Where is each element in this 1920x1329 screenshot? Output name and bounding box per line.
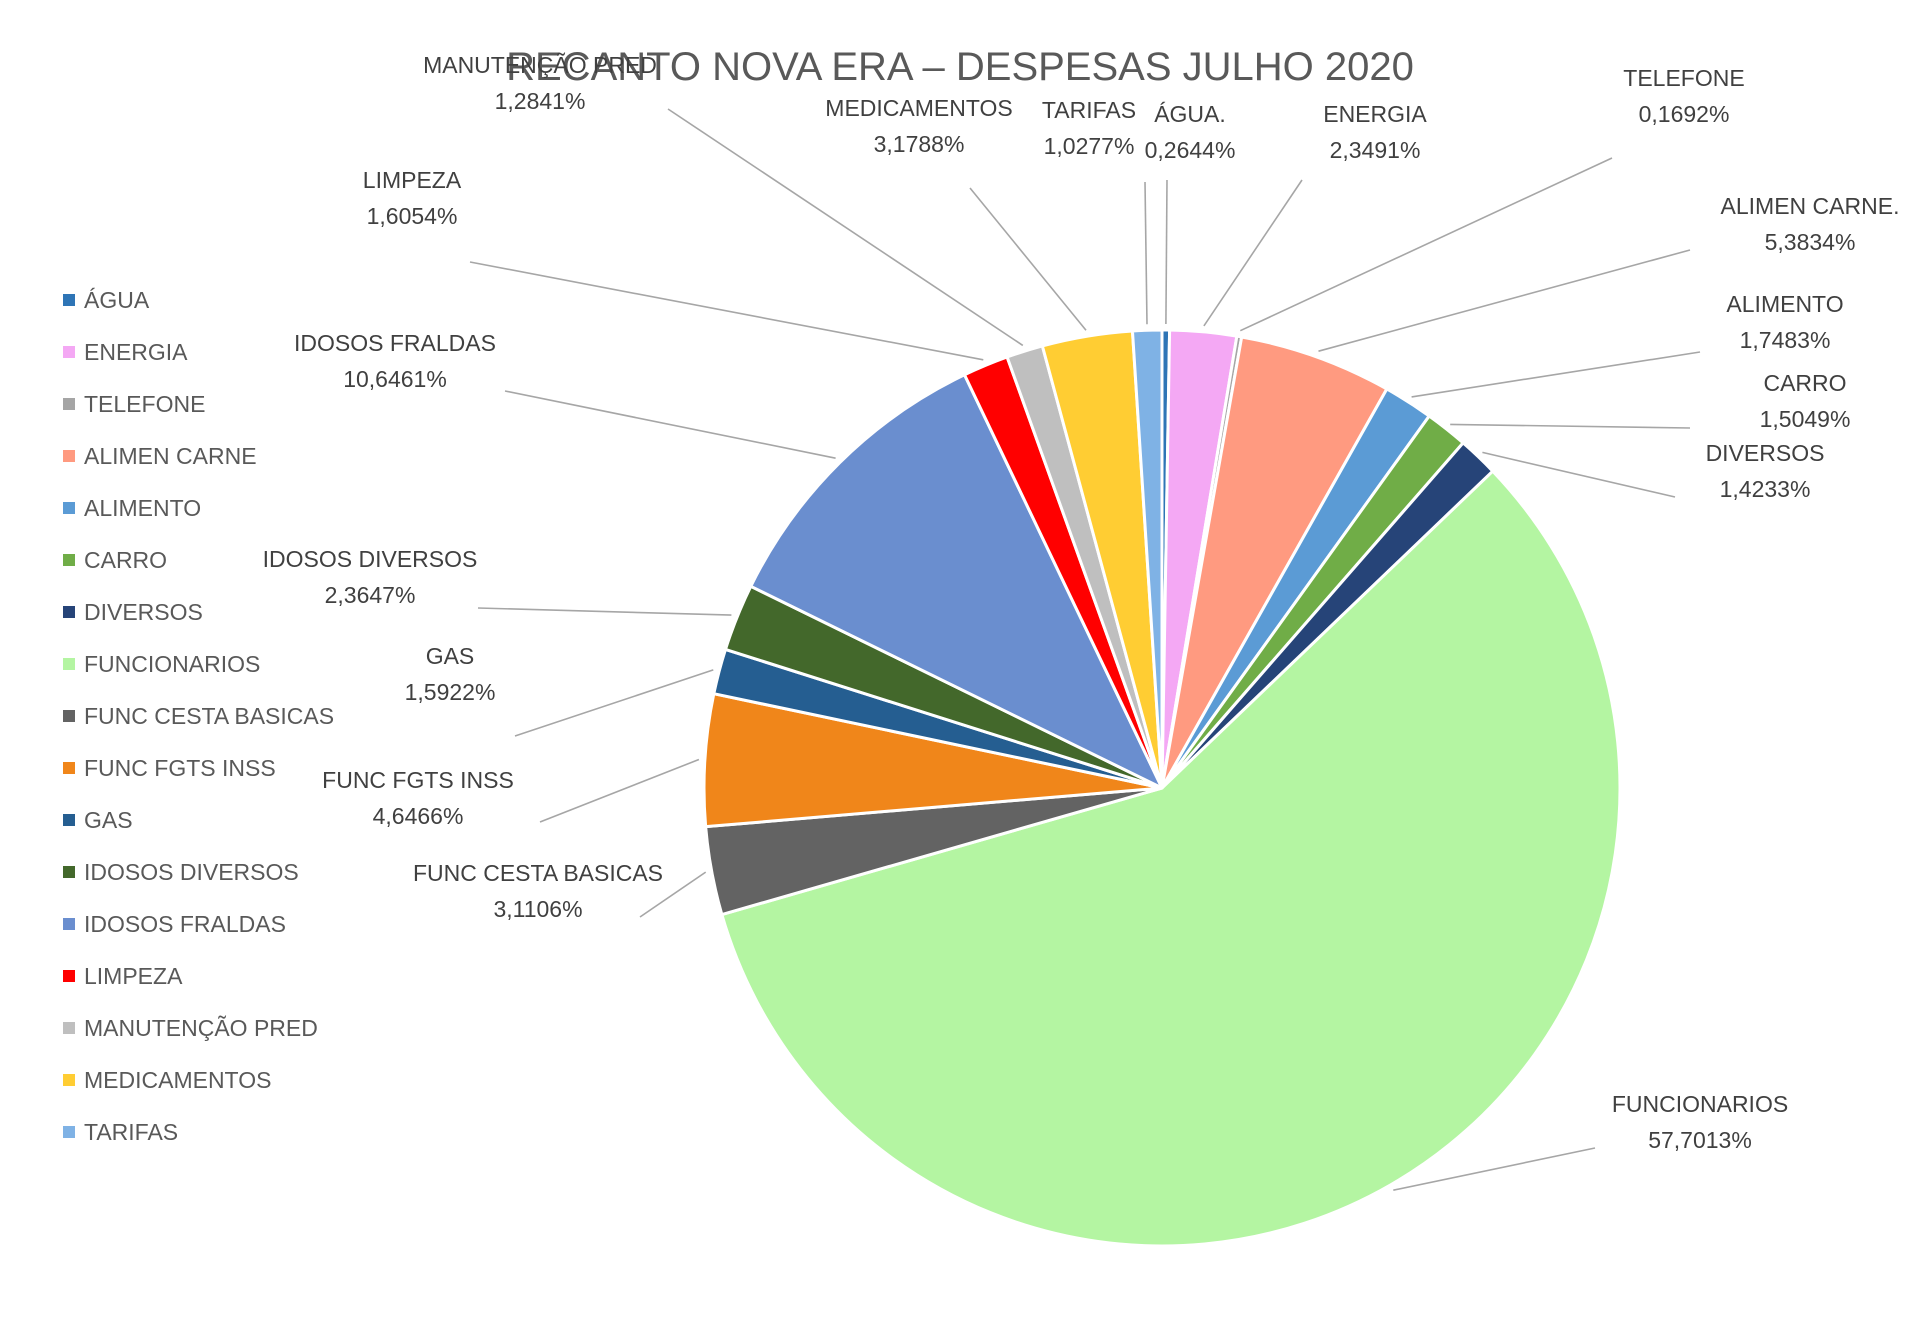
data-label-category-idosos-diversos: IDOSOS DIVERSOS — [263, 546, 478, 572]
data-label-percent-energia: 2,3491% — [1330, 137, 1421, 163]
data-label-category-agua: ÁGUA. — [1154, 101, 1226, 127]
legend-label-medicamentos: MEDICAMENTOS — [84, 1067, 271, 1093]
chart-title: RECANTO NOVA ERA – DESPESAS JULHO 2020 — [506, 45, 1414, 89]
leader-line-telefone — [1239, 157, 1613, 332]
legend-swatch-carro — [63, 554, 75, 566]
data-label-percent-tarifas: 1,0277% — [1044, 133, 1135, 159]
legend-label-limpeza: LIMPEZA — [84, 963, 183, 989]
data-label-percent-alimen-carne: 5,3834% — [1765, 229, 1856, 255]
data-label-category-gas: GAS — [426, 643, 475, 669]
data-label-percent-agua: 0,2644% — [1145, 137, 1236, 163]
leader-line-gas — [514, 669, 714, 737]
data-label-percent-limpeza: 1,6054% — [367, 203, 458, 229]
leader-line-func-cesta-basicas — [639, 871, 707, 918]
legend-label-agua: ÁGUA — [84, 287, 150, 313]
data-label-category-tarifas: TARIFAS — [1042, 97, 1136, 123]
legend-swatch-gas — [63, 814, 75, 826]
pie-slices — [702, 328, 1622, 1248]
legend-swatch-func-cesta-basicas — [63, 710, 75, 722]
data-labels: ÁGUA. 0,2644% ENERGIA 2,3491% TELEFONE 0,1692… — [263, 52, 1900, 1153]
data-label-percent-alimento: 1,7483% — [1740, 327, 1831, 353]
legend-swatch-idosos-fraldas — [63, 918, 75, 930]
pie-slice-funcionarios — [720, 469, 1622, 1248]
data-label-percent-idosos-diversos: 2,3647% — [325, 582, 416, 608]
data-label-category-carro: CARRO — [1763, 370, 1846, 396]
data-label-category-alimento: ALIMENTO — [1726, 291, 1843, 317]
leader-line-alimen-carne — [1318, 249, 1691, 352]
legend-swatch-manutencao-pred — [63, 1022, 75, 1034]
leader-line-alimento — [1411, 351, 1701, 398]
leader-line-idosos-fraldas — [504, 390, 836, 459]
data-label-percent-manutencao-pred: 1,2841% — [495, 88, 586, 114]
data-label-category-func-fgts-inss: FUNC FGTS INSS — [322, 767, 514, 793]
data-label-category-telefone: TELEFONE — [1623, 65, 1744, 91]
data-label-category-medicamentos: MEDICAMENTOS — [825, 95, 1012, 121]
leader-line-func-fgts-inss — [539, 758, 700, 823]
pie-slice-alimen-carne — [1160, 335, 1389, 790]
leader-line-medicamentos — [969, 187, 1087, 331]
legend-label-telefone: TELEFONE — [84, 391, 205, 417]
data-label-percent-telefone: 0,1692% — [1639, 101, 1730, 127]
data-label-category-funcionarios: FUNCIONARIOS — [1612, 1091, 1788, 1117]
legend-label-alimen-carne: ALIMEN CARNE — [84, 443, 257, 469]
legend-swatch-func-fgts-inss — [63, 762, 75, 774]
data-label-category-func-cesta-basicas: FUNC CESTA BASICAS — [413, 860, 663, 886]
pie-slice-idosos-fraldas — [749, 373, 1164, 790]
legend-swatch-tarifas — [63, 1126, 75, 1138]
leader-line-tarifas — [1144, 181, 1148, 325]
leader-line-carro — [1450, 423, 1691, 429]
legend-label-tarifas: TARIFAS — [84, 1119, 178, 1145]
data-label-percent-diversos: 1,4233% — [1720, 476, 1811, 502]
legend-label-carro: CARRO — [84, 547, 167, 573]
leader-line-manutencao-pred — [667, 108, 1024, 347]
legend-swatch-idosos-diversos — [63, 866, 75, 878]
legend-label-gas: GAS — [84, 807, 133, 833]
legend-label-idosos-diversos: IDOSOS DIVERSOS — [84, 859, 299, 885]
legend-label-func-fgts-inss: FUNC FGTS INSS — [84, 755, 276, 781]
data-label-category-alimen-carne: ALIMEN CARNE. — [1721, 193, 1900, 219]
leader-line-energia — [1203, 179, 1303, 327]
data-label-percent-idosos-fraldas: 10,6461% — [343, 366, 447, 392]
legend-swatch-agua — [63, 294, 75, 306]
leader-line-idosos-diversos — [477, 607, 732, 616]
legend-swatch-telefone — [63, 398, 75, 410]
leader-line-limpeza — [469, 261, 984, 361]
legend-swatch-alimen-carne — [63, 450, 75, 462]
legend-label-manutencao-pred: MANUTENÇÃO PRED — [84, 1015, 318, 1041]
data-label-percent-carro: 1,5049% — [1760, 406, 1851, 432]
data-label-category-idosos-fraldas: IDOSOS FRALDAS — [294, 330, 496, 356]
legend-swatch-diversos — [63, 606, 75, 618]
pie-slice-tarifas — [1130, 328, 1164, 790]
legend-swatch-funcionarios — [63, 658, 75, 670]
data-label-category-diversos: DIVERSOS — [1706, 440, 1825, 466]
data-label-percent-func-fgts-inss: 4,6466% — [373, 803, 464, 829]
legend-swatch-limpeza — [63, 970, 75, 982]
leader-line-funcionarios — [1393, 1147, 1596, 1191]
legend-swatch-medicamentos — [63, 1074, 75, 1086]
data-label-category-limpeza: LIMPEZA — [363, 167, 462, 193]
leader-line-agua — [1165, 179, 1168, 325]
data-label-percent-medicamentos: 3,1788% — [874, 131, 965, 157]
legend-swatch-alimento — [63, 502, 75, 514]
data-label-percent-gas: 1,5922% — [405, 679, 496, 705]
legend-label-idosos-fraldas: IDOSOS FRALDAS — [84, 911, 286, 937]
legend-label-diversos: DIVERSOS — [84, 599, 203, 625]
leader-line-diversos — [1482, 451, 1676, 498]
legend-label-alimento: ALIMENTO — [84, 495, 201, 521]
legend-swatch-energia — [63, 346, 75, 358]
legend-label-func-cesta-basicas: FUNC CESTA BASICAS — [84, 703, 334, 729]
legend-label-funcionarios: FUNCIONARIOS — [84, 651, 260, 677]
leader-lines — [469, 108, 1701, 1191]
data-label-category-energia: ENERGIA — [1323, 101, 1427, 127]
data-label-category-manutencao-pred: MANUTENÇÃO PRED — [423, 52, 657, 78]
data-label-percent-funcionarios: 57,7013% — [1648, 1127, 1752, 1153]
legend: ÁGUA ENERGIA TELEFONE ALIMEN CARNE ALIMENTO C… — [63, 287, 334, 1145]
legend-label-energia: ENERGIA — [84, 339, 188, 365]
data-label-percent-func-cesta-basicas: 3,1106% — [493, 896, 582, 922]
